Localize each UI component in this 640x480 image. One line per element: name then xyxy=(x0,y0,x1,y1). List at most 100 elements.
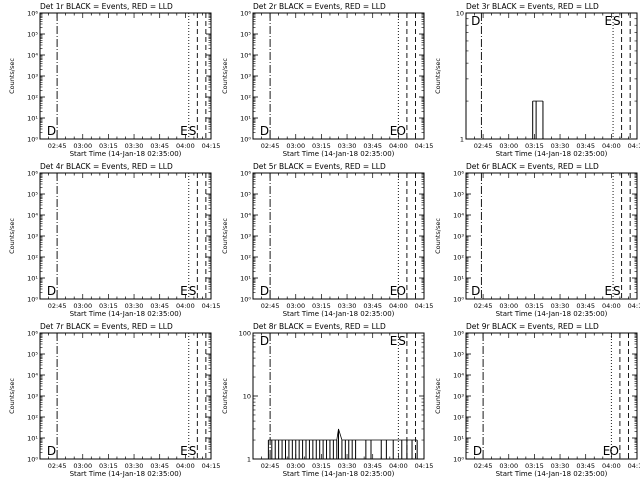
marker-label: S xyxy=(189,284,197,298)
y-axis-label: Counts/sec xyxy=(221,218,229,254)
x-tick-label: 03:30 xyxy=(125,142,144,150)
y-tick-label: 10 xyxy=(243,393,251,401)
y-tick-label: 10⁵ xyxy=(453,351,464,359)
x-axis-label: Start Time (14-Jan-18 02:35:00) xyxy=(496,310,608,318)
y-tick-label: 10⁵ xyxy=(27,191,38,199)
x-tick-label: 02:45 xyxy=(261,142,280,150)
y-tick-label: 10⁶ xyxy=(240,170,251,178)
x-tick-label: 03:15 xyxy=(312,302,331,310)
marker-label: D xyxy=(471,284,480,298)
y-tick-label: 10² xyxy=(27,254,38,262)
plot-frame xyxy=(39,172,212,300)
y-axis-label: Counts/sec xyxy=(434,218,442,254)
x-tick-label: 03:15 xyxy=(99,142,118,150)
y-tick-label: 10⁶ xyxy=(240,10,251,18)
x-tick-label: 03:15 xyxy=(99,302,118,310)
x-tick-label: 04:00 xyxy=(176,142,195,150)
x-tick-label: 02:45 xyxy=(474,142,493,150)
y-tick-label: 10¹ xyxy=(27,115,38,123)
y-tick-label: 10¹ xyxy=(27,275,38,283)
panel-det-3: Det 3r BLACK = Events, RED = LLD 1 10 02:45… xyxy=(434,2,640,158)
panel-det-1: Det 1r BLACK = Events, RED = LLD 10⁰ 10¹ 10… xyxy=(8,2,220,158)
marker-label: D xyxy=(47,124,56,138)
y-tick-label: 10⁰ xyxy=(240,136,251,144)
x-tick-label: 02:45 xyxy=(48,142,67,150)
y-tick-label: 10⁶ xyxy=(27,330,38,338)
panel-det-2: Det 2r BLACK = Events, RED = LLD 10⁰ 10¹ 10… xyxy=(221,2,433,158)
marker-label: E xyxy=(604,14,612,28)
y-tick-label: 10⁵ xyxy=(240,31,251,39)
y-tick-label: 10⁴ xyxy=(27,52,38,60)
series-events xyxy=(532,100,544,139)
x-tick-label: 03:15 xyxy=(99,462,118,470)
x-tick-label: 04:00 xyxy=(602,302,621,310)
x-tick-label: 04:15 xyxy=(415,142,434,150)
x-tick-label: 04:00 xyxy=(389,142,408,150)
x-tick-label: 04:00 xyxy=(602,142,621,150)
x-tick-label: 03:00 xyxy=(286,142,305,150)
x-axis-label: Start Time (14-Jan-18 02:35:00) xyxy=(70,470,182,478)
x-tick-label: 03:30 xyxy=(338,462,357,470)
y-tick-label: 10⁴ xyxy=(453,212,464,220)
plot-frame xyxy=(465,12,638,140)
panel-title: Det 5r BLACK = Events, RED = LLD xyxy=(253,162,386,171)
x-tick-label: 03:00 xyxy=(499,142,518,150)
marker-label: E xyxy=(180,124,188,138)
y-tick-label: 10¹ xyxy=(27,435,38,443)
panel-det-7: Det 7r BLACK = Events, RED = LLD 10⁰ 10¹ 10… xyxy=(8,322,220,478)
y-axis-label: Counts/sec xyxy=(434,378,442,414)
panel-det-6: Det 6r BLACK = Events, RED = LLD 10⁰ 10¹ 10… xyxy=(434,162,640,318)
x-axis-label: Start Time (14-Jan-18 02:35:00) xyxy=(496,470,608,478)
y-axis-label: Counts/sec xyxy=(8,58,16,94)
marker-label: E xyxy=(180,444,188,458)
x-tick-label: 03:45 xyxy=(576,462,595,470)
x-tick-label: 03:45 xyxy=(576,302,595,310)
marker-label: E xyxy=(180,284,188,298)
panel-title: Det 6r BLACK = Events, RED = LLD xyxy=(466,162,599,171)
y-tick-label: 10⁰ xyxy=(27,136,38,144)
x-tick-label: 03:00 xyxy=(73,142,92,150)
marker-label: D xyxy=(473,444,482,458)
marker-label: D xyxy=(260,284,269,298)
x-tick-label: 03:45 xyxy=(150,142,169,150)
y-tick-label: 10⁰ xyxy=(453,456,464,464)
x-tick-label: 04:00 xyxy=(176,462,195,470)
y-tick-label: 10⁴ xyxy=(240,212,251,220)
x-tick-label: 02:45 xyxy=(474,302,493,310)
marker-label: O xyxy=(396,124,405,138)
x-tick-label: 02:45 xyxy=(48,462,67,470)
panel-det-4: Det 4r BLACK = Events, RED = LLD 10⁰ 10¹ 10… xyxy=(8,162,220,318)
x-tick-label: 04:15 xyxy=(202,142,221,150)
x-tick-label: 02:45 xyxy=(261,462,280,470)
x-tick-label: 03:15 xyxy=(525,462,544,470)
panel-det-9: Det 9r BLACK = Events, RED = LLD 10⁰ 10¹ 10… xyxy=(434,322,640,478)
y-tick-label: 10⁶ xyxy=(453,170,464,178)
plot-frame xyxy=(465,172,638,300)
y-tick-label: 10² xyxy=(27,414,38,422)
x-tick-label: 03:45 xyxy=(150,462,169,470)
marker-label: S xyxy=(613,14,621,28)
x-tick-label: 04:00 xyxy=(602,462,621,470)
y-tick-label: 1 xyxy=(460,136,464,144)
y-axis-label: Counts/sec xyxy=(221,58,229,94)
y-tick-label: 10⁵ xyxy=(240,191,251,199)
x-tick-label: 04:15 xyxy=(415,302,434,310)
x-tick-label: 03:45 xyxy=(363,302,382,310)
y-tick-label: 10¹ xyxy=(240,275,251,283)
panel-title: Det 3r BLACK = Events, RED = LLD xyxy=(466,2,599,11)
marker-label: O xyxy=(396,284,405,298)
y-tick-label: 10⁰ xyxy=(453,296,464,304)
series-events xyxy=(267,428,418,459)
panel-title: Det 4r BLACK = Events, RED = LLD xyxy=(40,162,173,171)
x-tick-label: 04:15 xyxy=(628,462,640,470)
y-tick-label: 10⁴ xyxy=(453,372,464,380)
x-axis-label: Start Time (14-Jan-18 02:35:00) xyxy=(70,150,182,158)
x-tick-label: 03:30 xyxy=(338,302,357,310)
y-tick-label: 100 xyxy=(239,330,251,338)
marker-label: D xyxy=(47,284,56,298)
y-tick-label: 10⁶ xyxy=(27,170,38,178)
x-tick-label: 03:30 xyxy=(338,142,357,150)
y-tick-label: 10⁴ xyxy=(27,212,38,220)
marker-label: S xyxy=(189,124,197,138)
y-axis-label: Counts/sec xyxy=(8,218,16,254)
